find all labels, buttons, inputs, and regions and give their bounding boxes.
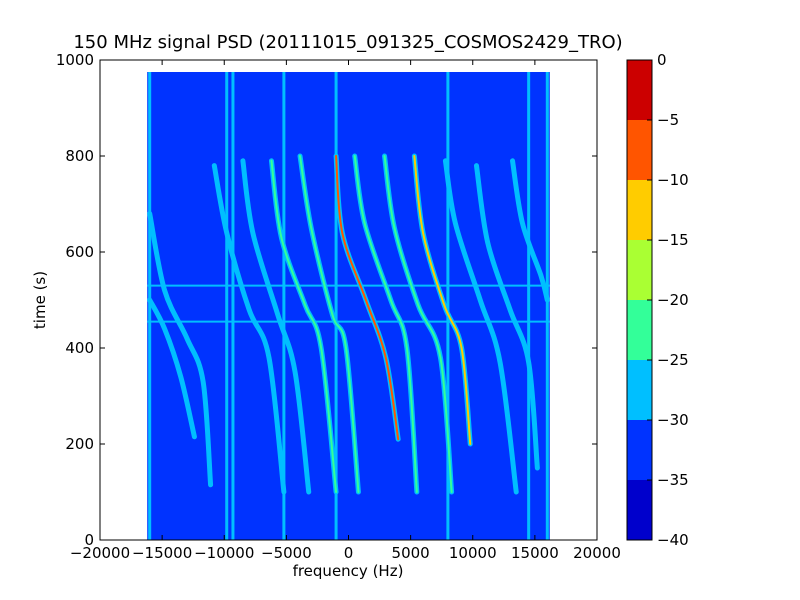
trace-core-0 bbox=[148, 212, 212, 486]
colorbar-segment-6 bbox=[627, 120, 652, 180]
colorbar: −40 −35 −30 −25 −20 −15 −10 −5 0 bbox=[626, 51, 689, 549]
x-tick-label: 20000 bbox=[573, 544, 621, 562]
trace-core-4 bbox=[270, 159, 338, 493]
x-tick-label: −20000 bbox=[70, 544, 130, 562]
trace-10 bbox=[442, 158, 519, 495]
colorbar-segment-0 bbox=[627, 480, 652, 540]
y-tick-label: 800 bbox=[65, 147, 94, 165]
x-tick-label: −5000 bbox=[261, 544, 312, 562]
trace-core-5 bbox=[299, 155, 360, 493]
x-axis: −20000 −15000 −10000 −5000 0 5000 10000 15000 20… bbox=[70, 60, 621, 562]
colorbar-tick-label: −35 bbox=[657, 471, 689, 489]
trace-core-7 bbox=[353, 155, 418, 493]
y-tick-label: 0 bbox=[84, 531, 94, 549]
trace-core-3 bbox=[241, 159, 310, 493]
colorbar-tick-label: −25 bbox=[657, 351, 689, 369]
colorbar-tick-label: 0 bbox=[657, 51, 667, 69]
trace-3 bbox=[240, 158, 312, 495]
trace-7 bbox=[352, 153, 420, 495]
y-axis: 0 200 400 600 800 1000 bbox=[56, 51, 597, 549]
trace-group bbox=[147, 153, 550, 495]
y-tick-label: 600 bbox=[65, 243, 94, 261]
plot-area bbox=[99, 59, 598, 541]
trace-core-9 bbox=[413, 155, 472, 445]
x-tick-label: 5000 bbox=[392, 544, 430, 562]
colorbar-tick-label: −5 bbox=[657, 111, 679, 129]
trace-5 bbox=[297, 153, 361, 495]
trace-2 bbox=[211, 163, 287, 495]
colorbar-segment-7 bbox=[627, 60, 652, 120]
x-tick-label: 15000 bbox=[511, 544, 559, 562]
trace-6 bbox=[333, 153, 401, 442]
x-tick-label: 10000 bbox=[449, 544, 497, 562]
trace-8 bbox=[382, 153, 455, 495]
x-tick-label: 0 bbox=[344, 544, 354, 562]
colorbar-segment-5 bbox=[627, 180, 652, 240]
colorbar-tick-label: −15 bbox=[657, 231, 689, 249]
y-tick-label: 1000 bbox=[56, 51, 94, 69]
colorbar-segment-2 bbox=[627, 360, 652, 420]
horizontal-line-group bbox=[147, 284, 550, 323]
trace-4 bbox=[268, 158, 339, 495]
y-tick-label: 400 bbox=[65, 339, 94, 357]
trace-0 bbox=[147, 211, 214, 488]
trace-core-8 bbox=[383, 155, 453, 493]
colorbar-tick-label: −20 bbox=[657, 291, 689, 309]
trace-11 bbox=[473, 163, 540, 471]
trace-core-1 bbox=[148, 299, 196, 438]
trace-1 bbox=[147, 297, 197, 440]
colorbar-segment-3 bbox=[627, 300, 652, 360]
colorbar-tick-label: −40 bbox=[657, 531, 689, 549]
trace-core-2 bbox=[213, 164, 285, 493]
y-axis-label: time (s) bbox=[31, 271, 49, 329]
x-axis-label: frequency (Hz) bbox=[293, 562, 404, 580]
colorbar-tick-label: −10 bbox=[657, 171, 689, 189]
colorbar-segment-4 bbox=[627, 240, 652, 300]
colorbar-segment-1 bbox=[627, 420, 652, 480]
chart-title: 150 MHz signal PSD (20111015_091325_COSM… bbox=[73, 32, 622, 53]
trace-9 bbox=[411, 153, 473, 447]
trace-core-12 bbox=[511, 159, 549, 301]
trace-core-11 bbox=[475, 164, 539, 469]
x-tick-label: −10000 bbox=[194, 544, 254, 562]
trace-core-6 bbox=[335, 155, 400, 441]
colorbar-tick-label: −30 bbox=[657, 411, 689, 429]
trace-12 bbox=[510, 158, 550, 303]
trace-core-10 bbox=[444, 159, 518, 493]
x-tick-label: −15000 bbox=[132, 544, 192, 562]
y-tick-label: 200 bbox=[65, 435, 94, 453]
